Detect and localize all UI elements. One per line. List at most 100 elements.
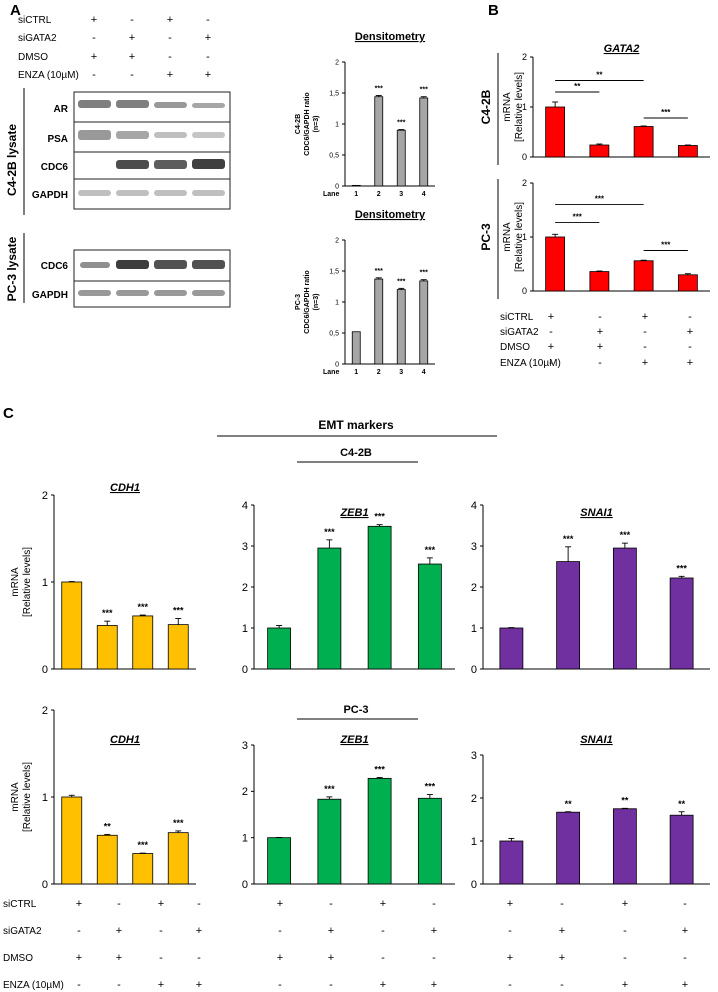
c42b-section-title: C4-2B — [340, 447, 372, 459]
treatment-sign: + — [277, 898, 283, 910]
y-axis-label: (n=3) — [313, 294, 320, 311]
treatment-sign: + — [91, 51, 97, 63]
pc3-section-title: PC-3 — [343, 704, 368, 716]
band-label-gapdh: GAPDH — [32, 190, 68, 201]
treatment-sign: + — [328, 925, 334, 937]
significance-label: *** — [420, 87, 428, 94]
bar — [267, 627, 292, 670]
x-tick-label: 4 — [422, 191, 426, 198]
treatment-label-siCTRL: siCTRL — [18, 15, 52, 26]
blot-c42b-label: C4-2B lysate — [5, 124, 19, 196]
bar — [677, 145, 698, 158]
treatment-sign: + — [328, 952, 334, 964]
y-axis-label: mRNA — [502, 92, 513, 122]
band-ar-4 — [192, 103, 225, 108]
bracket-label: *** — [661, 108, 671, 117]
blot-treatment-grid: + - + - - + - + + + - - - - + + — [91, 14, 211, 81]
treatment-sign: + — [548, 341, 554, 353]
y-tick-label: 3 — [471, 541, 477, 553]
bar — [367, 777, 392, 885]
y-axis-label: mRNA — [502, 222, 513, 252]
band-pc3-cdc6-4 — [192, 260, 225, 269]
bar — [419, 97, 429, 187]
bar — [545, 236, 566, 292]
panel-label-b: B — [488, 2, 499, 19]
band-pc3-gapdh-3 — [154, 290, 187, 296]
x-tick-label: 1 — [354, 369, 358, 376]
treatment-sign: + — [682, 979, 688, 991]
treatment-sign: - — [560, 898, 564, 910]
x-tick-label: 1 — [354, 191, 358, 198]
band-label-cdc6: CDC6 — [41, 162, 69, 173]
treatment-sign: - — [549, 357, 553, 369]
significance-label: *** — [102, 608, 113, 618]
chart-zeb1-c42b: 0 1 2 3 4 *** *** *** ZEB1 — [242, 500, 455, 676]
y-tick-label: 1,5 — [329, 268, 339, 275]
bar — [351, 184, 361, 187]
y-tick-label: 1 — [522, 102, 527, 112]
band-ar-1 — [78, 100, 111, 108]
treatment-sign: + — [129, 32, 135, 44]
treatment-sign: - — [159, 925, 163, 937]
x-axis-label: Lane — [323, 369, 339, 376]
bar — [612, 808, 637, 885]
significance-label: *** — [375, 85, 383, 92]
treatment-sign: - — [598, 311, 602, 323]
treatment-sign: + — [116, 952, 122, 964]
bar — [417, 563, 442, 670]
band-pc3-cdc6-1 — [80, 262, 110, 268]
y-axis-label: mRNA — [10, 782, 21, 812]
bar — [96, 834, 118, 885]
band-label-pc3-gapdh: GAPDH — [32, 290, 68, 301]
band-psa-2 — [116, 131, 149, 139]
treatment-sign: - — [278, 979, 282, 991]
treatment-sign: - — [688, 311, 692, 323]
band-label-psa: PSA — [47, 134, 68, 145]
y-tick-label: 1 — [242, 833, 248, 845]
significance-label: *** — [173, 606, 184, 616]
chart-title: ZEB1 — [339, 507, 368, 519]
panel-a-treatment-labels: siCTRL siGATA2 DMSO ENZA (10µM) — [18, 15, 79, 81]
band-pc3-gapdh-4 — [192, 290, 225, 296]
significance-label: ** — [621, 795, 629, 805]
bar — [499, 840, 524, 885]
y-axis-label: [Relative levels] — [22, 762, 33, 832]
y-tick-label: 2 — [522, 178, 527, 188]
treatment-sign: + — [167, 69, 173, 81]
y-tick-label: 2 — [242, 786, 248, 798]
treatment-sign: - — [206, 14, 210, 26]
chart-title: Densitometry — [355, 209, 426, 221]
y-tick-label: 1,5 — [329, 90, 339, 97]
emt-header: EMT markers C4-2B PC-3 — [217, 418, 497, 720]
significance-label: *** — [420, 270, 428, 277]
y-tick-label: 2 — [335, 237, 339, 244]
treatment-sign: + — [642, 357, 648, 369]
treatment-sign: - — [197, 952, 201, 964]
y-axis-label: [Relative levels] — [22, 547, 33, 617]
treatment-sign: + — [548, 311, 554, 323]
significance-label: *** — [563, 534, 574, 544]
significance-label: *** — [374, 764, 385, 774]
treatment-sign: + — [158, 979, 164, 991]
band-gapdh-2 — [116, 190, 149, 196]
y-tick-label: 1 — [522, 232, 527, 242]
chart-title: ZEB1 — [339, 734, 368, 746]
treatment-sign: + — [431, 925, 437, 937]
y-tick-label: 0 — [471, 664, 477, 676]
blot-c42b-bands — [78, 100, 225, 196]
bar — [167, 624, 189, 670]
bar — [396, 289, 406, 365]
emt-treatment-label-siCTRL: siCTRL — [3, 899, 37, 910]
blot-pc3-bands — [78, 260, 225, 296]
bar — [267, 837, 292, 885]
emt-treatment-label-DMSO: DMSO — [3, 953, 33, 964]
x-tick-label: 4 — [422, 369, 426, 376]
y-tick-label: 0 — [242, 879, 248, 891]
treatment-sign: - — [77, 925, 81, 937]
treatment-sign: - — [643, 341, 647, 353]
treatment-sign: + — [682, 925, 688, 937]
x-tick-label: 2 — [377, 369, 381, 376]
treatment-sign: + — [205, 32, 211, 44]
treatment-sign: - — [432, 898, 436, 910]
